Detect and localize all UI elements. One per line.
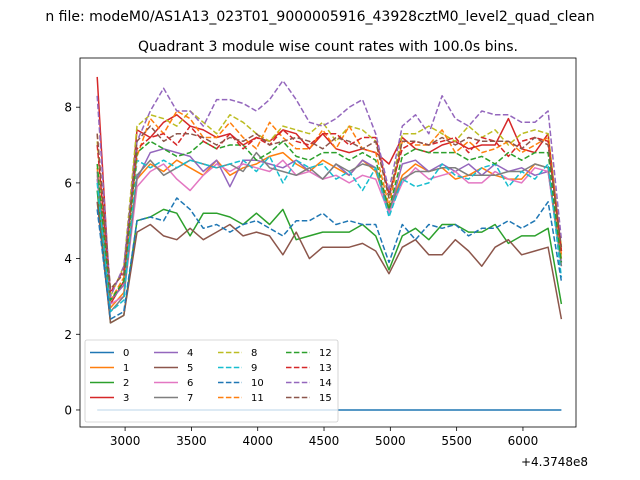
legend-label-15: 15 (319, 393, 332, 404)
y-tick-label: 2 (64, 328, 72, 342)
y-tick-label: 8 (64, 101, 72, 115)
series-line-1 (96, 151, 563, 309)
legend-label-4: 4 (187, 348, 193, 359)
legend-label-5: 5 (187, 363, 193, 374)
legend-box (84, 339, 339, 423)
series-line-5 (96, 201, 563, 324)
legend-label-11: 11 (251, 393, 264, 404)
legend-label-2: 2 (123, 378, 129, 389)
x-tick-label: 3000 (110, 434, 141, 448)
legend-label-7: 7 (187, 393, 193, 404)
legend-label-1: 1 (123, 363, 129, 374)
legend-label-13: 13 (319, 363, 332, 374)
x-tick-label: 6000 (508, 434, 539, 448)
x-tick-label: 3500 (176, 434, 207, 448)
series-line-2 (96, 190, 563, 324)
legend-label-14: 14 (319, 378, 332, 389)
legend-label-10: 10 (251, 378, 264, 389)
x-offset-label: +4.3748e8 (521, 455, 588, 469)
y-axis: 0 2 4 6 8 (64, 101, 80, 417)
series-line-12 (96, 140, 563, 301)
legend-label-9: 9 (251, 363, 257, 374)
legend-label-6: 6 (187, 378, 193, 389)
x-tick-label: 4500 (309, 434, 340, 448)
series-group (96, 76, 563, 411)
x-tick-label: 4000 (242, 434, 273, 448)
series-line-8 (96, 110, 563, 298)
series-line-13 (96, 125, 563, 294)
x-tick-label: 5500 (441, 434, 472, 448)
legend-label-0: 0 (123, 348, 129, 359)
series-line-14 (96, 79, 563, 298)
chart-suptitle: n file: modeM0/AS1A13_023T01_9000005916_… (45, 9, 594, 25)
series-line-10 (96, 197, 563, 320)
y-tick-label: 4 (64, 252, 72, 266)
series-line-15 (96, 125, 563, 290)
legend-label-3: 3 (123, 393, 129, 404)
series-line-6 (96, 159, 563, 305)
axes-frame (79, 57, 577, 428)
y-tick-label: 0 (64, 403, 72, 417)
chart-title: Quadrant 3 module wise count rates with … (138, 39, 518, 55)
y-tick-label: 6 (64, 176, 72, 190)
legend-label-12: 12 (319, 348, 332, 359)
x-axis: 3000 3500 4000 4500 5000 5500 6000 (110, 427, 538, 448)
x-tick-label: 5000 (375, 434, 406, 448)
legend-label-8: 8 (251, 348, 257, 359)
series-line-7 (96, 151, 563, 313)
series-line-11 (96, 110, 563, 301)
